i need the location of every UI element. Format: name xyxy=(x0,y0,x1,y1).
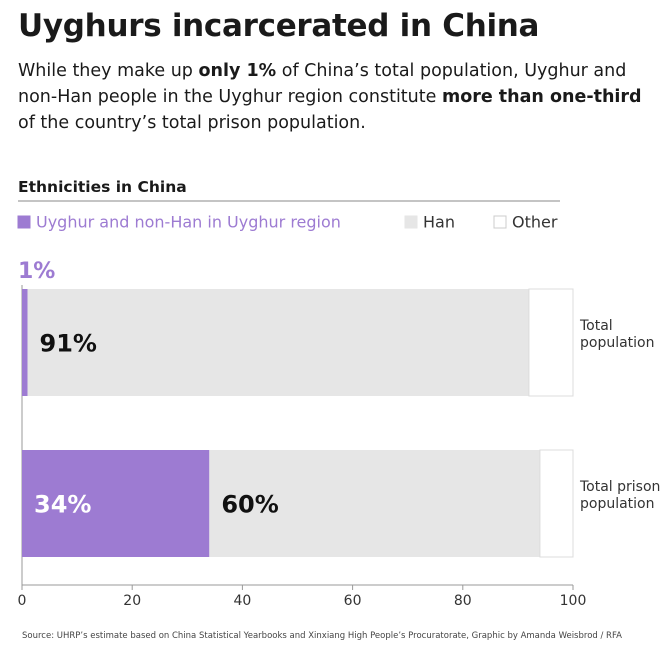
legend-label: Han xyxy=(423,213,455,232)
x-tick-label: 20 xyxy=(123,593,141,609)
category-label: Total population xyxy=(580,317,655,351)
subtitle-emphasis: only 1% xyxy=(198,61,277,81)
chart-title: Uyghurs incarcerated in China xyxy=(18,8,540,44)
x-tick-label: 60 xyxy=(344,593,362,609)
subtitle-text: of China’s total population, Uyghur and … xyxy=(18,61,627,107)
legend-swatch xyxy=(17,215,31,229)
x-tick-label: 0 xyxy=(18,593,27,609)
value-label: 60% xyxy=(221,491,278,519)
x-tick-label: 100 xyxy=(560,593,587,609)
bar-segment xyxy=(27,289,529,396)
legend-swatch xyxy=(493,215,507,229)
subtitle-text: of the country’s total prison population… xyxy=(18,113,366,133)
bar-segment xyxy=(528,288,574,397)
bar-segment xyxy=(22,450,210,557)
bar-segment xyxy=(209,450,540,557)
source-note: Source: UHRP’s estimate based on China S… xyxy=(22,631,622,641)
category-label: Total prison population xyxy=(580,478,661,512)
legend-swatch xyxy=(404,215,418,229)
x-tick-label: 80 xyxy=(454,593,472,609)
chart-subtitle: While they make up only 1% of China’s to… xyxy=(18,58,658,136)
subtitle-emphasis: more than one-third xyxy=(441,87,642,107)
bar-segment xyxy=(22,289,28,396)
value-label: 1% xyxy=(18,259,55,284)
legend-label: Other xyxy=(512,213,558,232)
legend-label: Uyghur and non-Han in Uyghur region xyxy=(36,213,341,232)
x-tick-label: 40 xyxy=(233,593,251,609)
value-label: 91% xyxy=(40,330,97,358)
legend-title: Ethnicities in China xyxy=(18,178,187,196)
value-label: 34% xyxy=(34,491,91,519)
subtitle-text: While they make up xyxy=(18,61,199,81)
bar-segment xyxy=(539,449,574,558)
